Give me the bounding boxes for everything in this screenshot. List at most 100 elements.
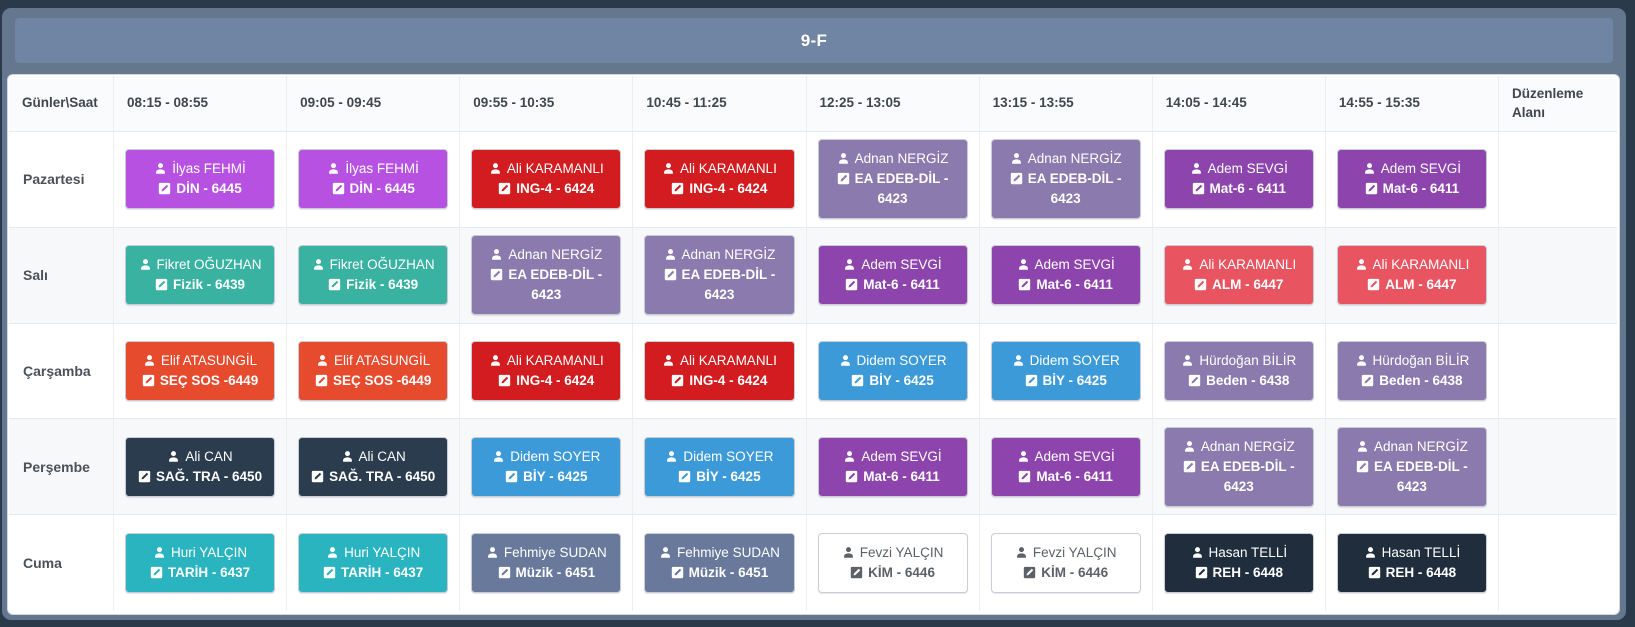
lesson-card[interactable]: Didem SOYER BİY - 6425 <box>817 340 968 401</box>
teacher-name-line: Fevzi YALÇIN <box>823 543 963 563</box>
course-line: KİM - 6446 <box>823 563 963 583</box>
course-code: SAĞ. TRA - 6450 <box>329 468 436 484</box>
edit-pencil-icon <box>315 374 328 387</box>
edit-pencil-icon <box>850 566 863 579</box>
course-line: DİN - 6445 <box>130 179 270 199</box>
course-line: Mat-6 - 6411 <box>1169 179 1309 199</box>
teacher-name-line: Ali KARAMANLI <box>476 159 616 179</box>
teacher-name: Didem SOYER <box>683 448 774 464</box>
lesson-card[interactable]: Adnan NERGİZ EA EDEB-DİL - 6423 <box>1336 426 1487 507</box>
lesson-card[interactable]: Ali KARAMANLI ING-4 - 6424 <box>471 149 622 210</box>
lesson-card[interactable]: Hürdoğan BİLİR Beden - 6438 <box>1163 340 1314 401</box>
course-line: KİM - 6446 <box>996 563 1136 583</box>
lesson-card[interactable]: Didem SOYER BİY - 6425 <box>644 436 795 497</box>
teacher-name: Elif ATASUNGİL <box>160 352 258 368</box>
course-code: EA EDEB-DİL - 6423 <box>1027 171 1122 207</box>
teacher-name: Fikret OĞUZHAN <box>329 257 435 273</box>
edit-pencil-icon <box>1010 173 1022 185</box>
time-slot-header: 13:15 - 13:55 <box>979 76 1153 132</box>
lesson-card[interactable]: Adem SEVGİ Mat-6 - 6411 <box>990 436 1141 497</box>
lesson-card[interactable]: Elif ATASUNGİL SEÇ SOS -6449 <box>125 340 276 401</box>
course-code: KİM - 6446 <box>868 565 935 581</box>
lesson-card[interactable]: Fevzi YALÇIN KİM - 6446 <box>990 533 1141 594</box>
lesson-card[interactable]: Adem SEVGİ Mat-6 - 6411 <box>1336 149 1487 210</box>
lesson-cell: Adnan NERGİZ EA EDEB-DİL - 6423 <box>633 227 807 324</box>
teacher-icon <box>488 547 497 558</box>
teacher-icon <box>1013 355 1023 366</box>
edit-pencil-icon <box>328 279 341 291</box>
teacher-icon <box>667 450 677 462</box>
edit-pencil-icon <box>1365 183 1377 195</box>
lesson-card[interactable]: Adem SEVGİ Mat-6 - 6411 <box>817 436 968 497</box>
lesson-card[interactable]: Hasan TELLİ REH - 6448 <box>1163 533 1314 594</box>
lesson-card[interactable]: Ali KARAMANLI ALM - 6447 <box>1163 245 1314 306</box>
lesson-card[interactable]: Elif ATASUNGİL SEÇ SOS -6449 <box>298 340 449 401</box>
course-line: Müzik - 6451 <box>649 563 789 583</box>
course-code: TARİH - 6437 <box>167 565 251 581</box>
lesson-card[interactable]: Hasan TELLİ REH - 6448 <box>1336 533 1487 594</box>
lesson-card[interactable]: Fehmiye SUDAN Müzik - 6451 <box>644 533 795 594</box>
teacher-icon <box>665 249 675 260</box>
lesson-card[interactable]: Adnan NERGİZ EA EDEB-DİL - 6423 <box>817 139 968 220</box>
lesson-card[interactable]: Ali KARAMANLI ING-4 - 6424 <box>644 340 795 401</box>
lesson-card[interactable]: İlyas FEHMİ DİN - 6445 <box>125 149 276 210</box>
edit-pencil-icon <box>837 173 849 185</box>
edit-area-cell <box>1499 515 1617 611</box>
teacher-icon <box>328 547 338 558</box>
teacher-name: Hürdoğan BİLİR <box>1199 352 1297 368</box>
course-line: REH - 6448 <box>1342 563 1482 583</box>
lesson-card[interactable]: Didem SOYER BİY - 6425 <box>990 340 1141 401</box>
lesson-card[interactable]: İlyas FEHMİ DİN - 6445 <box>298 149 449 210</box>
lesson-card[interactable]: Fikret OĞUZHAN Fizik - 6439 <box>298 245 449 306</box>
lesson-card[interactable]: Fikret OĞUZHAN Fizik - 6439 <box>125 245 276 306</box>
edit-pencil-icon <box>846 470 858 482</box>
teacher-icon <box>845 450 855 462</box>
lesson-cell: Hasan TELLİ REH - 6448 <box>1152 515 1326 611</box>
lesson-cell: Fehmiye SUDAN Müzik - 6451 <box>460 515 634 611</box>
edit-pencil-icon <box>1368 566 1380 579</box>
lesson-card[interactable]: Adnan NERGİZ EA EDEB-DİL - 6423 <box>471 235 622 316</box>
day-label: Cuma <box>9 515 114 611</box>
teacher-icon <box>664 355 673 366</box>
lesson-cell: Hürdoğan BİLİR Beden - 6438 <box>1325 323 1499 420</box>
lesson-card[interactable]: Ali KARAMANLI ING-4 - 6424 <box>644 149 795 210</box>
lesson-card[interactable]: Fevzi YALÇIN KİM - 6446 <box>817 533 968 594</box>
teacher-name: Adem SEVGİ <box>861 257 942 273</box>
edit-pencil-icon <box>1195 566 1207 579</box>
edit-pencil-icon <box>1188 374 1201 387</box>
edit-pencil-icon <box>1356 460 1369 472</box>
teacher-name-line: Hasan TELLİ <box>1169 543 1309 563</box>
timetable-panel: 9-F Günler\Saat 08:15 - 08:55 09:05 - 09:4… <box>2 8 1626 620</box>
lesson-card[interactable]: Adem SEVGİ Mat-6 - 6411 <box>817 245 968 306</box>
course-code: Fizik - 6439 <box>173 277 246 293</box>
class-title-bar: 9-F <box>15 18 1613 63</box>
teacher-name: Hasan TELLİ <box>1381 545 1461 561</box>
course-line: ING-4 - 6424 <box>476 179 616 199</box>
teacher-name-line: Ali KARAMANLI <box>1342 255 1482 275</box>
teacher-name-line: Hürdoğan BİLİR <box>1169 351 1309 371</box>
teacher-icon <box>491 163 500 175</box>
course-code: Mat-6 - 6411 <box>863 277 940 293</box>
lesson-card[interactable]: Adnan NERGİZ EA EDEB-DİL - 6423 <box>990 139 1141 220</box>
lesson-card[interactable]: Ali KARAMANLI ING-4 - 6424 <box>471 340 622 401</box>
teacher-name-line: Ali KARAMANLI <box>1169 255 1309 275</box>
lesson-card[interactable]: Fehmiye SUDAN Müzik - 6451 <box>471 533 622 594</box>
lesson-card[interactable]: Ali CAN SAĞ. TRA - 6450 <box>125 436 276 497</box>
lesson-card[interactable]: Huri YALÇIN TARİH - 6437 <box>125 533 276 594</box>
course-code: Mat-6 - 6411 <box>863 468 940 484</box>
lesson-card[interactable]: Ali KARAMANLI ALM - 6447 <box>1336 245 1487 306</box>
teacher-icon <box>329 163 339 175</box>
lesson-card[interactable]: Adnan NERGİZ EA EDEB-DİL - 6423 <box>1163 426 1314 507</box>
edit-pencil-icon <box>138 470 151 482</box>
lesson-card[interactable]: Hürdoğan BİLİR Beden - 6438 <box>1336 340 1487 401</box>
teacher-name-line: Adem SEVGİ <box>996 255 1136 275</box>
lesson-card[interactable]: Huri YALÇIN TARİH - 6437 <box>298 533 449 594</box>
teacher-name-line: Elif ATASUNGİL <box>130 351 270 371</box>
lesson-card[interactable]: Ali CAN SAĞ. TRA - 6450 <box>298 436 449 497</box>
lesson-card[interactable]: Adem SEVGİ Mat-6 - 6411 <box>990 245 1141 306</box>
lesson-card[interactable]: Didem SOYER BİY - 6425 <box>471 436 622 497</box>
lesson-cell: İlyas FEHMİ DİN - 6445 <box>114 132 288 228</box>
lesson-cell: Ali CAN SAĞ. TRA - 6450 <box>287 419 461 516</box>
lesson-card[interactable]: Adem SEVGİ Mat-6 - 6411 <box>1163 149 1314 210</box>
lesson-card[interactable]: Adnan NERGİZ EA EDEB-DİL - 6423 <box>644 235 795 316</box>
